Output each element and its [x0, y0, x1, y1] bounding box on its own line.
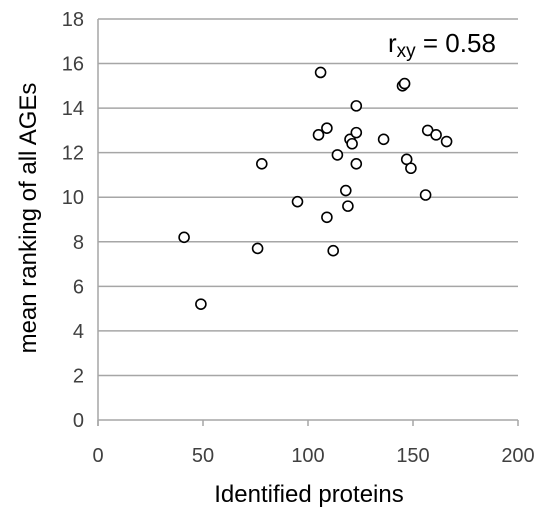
data-point [331, 149, 344, 161]
data-point [350, 126, 363, 139]
data-point [440, 135, 453, 148]
data-point [398, 77, 411, 90]
data-point [419, 189, 432, 201]
data-point [342, 200, 354, 212]
y-tick-label: 4 [73, 321, 84, 343]
x-tick-label: 50 [192, 445, 214, 467]
data-point [430, 129, 442, 141]
y-tick-label: 10 [62, 187, 84, 209]
data-point [291, 195, 304, 208]
data-point [350, 158, 363, 170]
data-point [195, 298, 207, 310]
x-tick-label: 200 [501, 445, 534, 467]
gridlines [98, 18, 518, 377]
x-tick-label: 150 [396, 445, 429, 467]
y-tick-label: 12 [62, 143, 84, 165]
data-points [178, 66, 453, 310]
data-point [405, 162, 417, 175]
y-tick-label: 6 [73, 276, 84, 298]
y-tick-label: 2 [73, 365, 84, 387]
x-tick-label: 100 [291, 445, 324, 467]
y-tick-labels: 0 2 4 6 8 10 12 14 16 18 [62, 9, 84, 432]
data-point [255, 158, 268, 170]
correlation-annotation: rxy = 0.58 [388, 28, 496, 62]
data-point [251, 242, 264, 255]
data-point [327, 244, 340, 257]
data-point [339, 184, 352, 197]
y-tick-label: 18 [62, 9, 84, 31]
y-tick-label: 0 [73, 410, 84, 432]
data-point [350, 100, 363, 112]
x-axis-label: Identified proteins [214, 481, 403, 508]
y-tick-label: 16 [62, 54, 84, 76]
annotation-subscript: xy [397, 41, 417, 62]
data-point [321, 211, 333, 224]
data-point [321, 122, 333, 134]
y-tick-label: 8 [73, 232, 84, 254]
x-tick-label: 0 [92, 445, 103, 467]
data-point [314, 66, 327, 79]
data-point [178, 231, 190, 244]
x-tick-labels: 0 50 100 150 200 [92, 445, 534, 467]
data-point [346, 137, 358, 150]
annotation-value: = 0.58 [416, 28, 496, 58]
y-tick-label: 14 [62, 98, 84, 120]
data-point [377, 133, 390, 146]
data-point [312, 129, 325, 141]
y-axis-label: mean ranking of all AGEs [15, 83, 42, 354]
annotation-base: r [388, 28, 397, 58]
axes [97, 19, 519, 426]
